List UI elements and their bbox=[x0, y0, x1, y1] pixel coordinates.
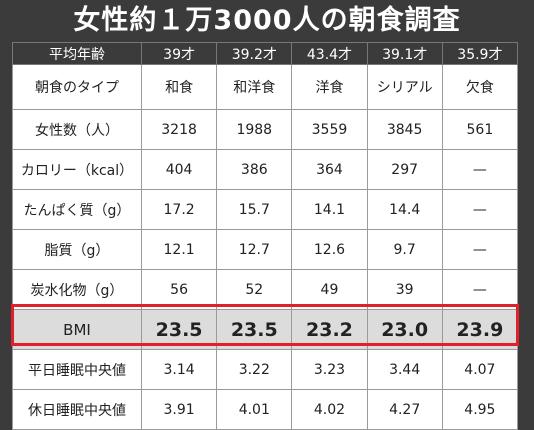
cell: 3845 bbox=[366, 109, 443, 150]
cell: 4.07 bbox=[441, 349, 519, 390]
cell: シリアル bbox=[366, 64, 443, 110]
cell: 39.1才 bbox=[366, 42, 443, 65]
cell: 4.95 bbox=[441, 389, 519, 430]
cell: — bbox=[441, 229, 519, 270]
cell: — bbox=[441, 269, 519, 310]
table-row: BMI 23.5 23.5 23.2 23.0 23.9 bbox=[12, 309, 519, 350]
cell: 404 bbox=[140, 149, 218, 190]
table-row: 平均年齢 39才 39.2才 43.4才 39.1才 35.9才 bbox=[12, 42, 519, 65]
cell: 4.02 bbox=[291, 389, 368, 430]
title: 女性約１万3000人の朝食調査 bbox=[73, 5, 461, 36]
cell: 386 bbox=[216, 149, 293, 190]
cell: 39.2才 bbox=[216, 42, 293, 65]
table: 平均年齢 39才 39.2才 43.4才 39.1才 35.9才 朝食のタイプ 和食 和洋食 洋食… bbox=[12, 42, 519, 430]
cell: 欠食 bbox=[441, 64, 519, 110]
table-row: 休日睡眠中央値 3.91 4.01 4.02 4.27 4.95 bbox=[12, 389, 519, 430]
cell: 4.01 bbox=[216, 389, 293, 430]
row-label: 脂質（g） bbox=[12, 229, 142, 270]
table-row: たんぱく質（g） 17.2 15.7 14.1 14.4— bbox=[12, 189, 519, 230]
row-label: 女性数（人） bbox=[12, 109, 142, 150]
cell: 14.4 bbox=[366, 189, 443, 230]
table-row: 炭水化物（g） 56 52 49 39— bbox=[12, 269, 519, 310]
row-label: 平均年齢 bbox=[12, 42, 142, 65]
cell: 3.14 bbox=[140, 349, 218, 390]
cell: 3.44 bbox=[366, 349, 443, 390]
cell: — bbox=[441, 189, 519, 230]
table-row: 朝食のタイプ 和食 和洋食 洋食 シリアル 欠食 bbox=[12, 64, 519, 110]
cell: 和洋食 bbox=[216, 64, 293, 110]
cell: 561 bbox=[441, 109, 519, 150]
cell: 15.7 bbox=[216, 189, 293, 230]
cell: 洋食 bbox=[291, 64, 368, 110]
cell: 23.5 bbox=[140, 309, 218, 350]
cell: 12.1 bbox=[140, 229, 218, 270]
cell: 297 bbox=[366, 149, 443, 190]
cell: 56 bbox=[140, 269, 218, 310]
row-label: BMI bbox=[12, 309, 142, 350]
row-label: 炭水化物（g） bbox=[12, 269, 142, 310]
cell: 364 bbox=[291, 149, 368, 190]
cell: 12.6 bbox=[291, 229, 368, 270]
table-row: 女性数（人） 3218 1988 3559 3845 561 bbox=[12, 109, 519, 150]
cell: 9.7 bbox=[366, 229, 443, 270]
cell: 35.9才 bbox=[441, 42, 519, 65]
cell: 23.9 bbox=[441, 309, 519, 350]
cell: 3.22 bbox=[216, 349, 293, 390]
cell: 23.5 bbox=[216, 309, 293, 350]
cell: 3559 bbox=[291, 109, 368, 150]
cell: 和食 bbox=[140, 64, 218, 110]
cell: 39才 bbox=[140, 42, 218, 65]
cell: 4.27 bbox=[366, 389, 443, 430]
cell: — bbox=[441, 149, 519, 190]
row-label: 休日睡眠中央値 bbox=[12, 389, 142, 430]
row-label: 朝食のタイプ bbox=[12, 64, 142, 110]
cell: 3.23 bbox=[291, 349, 368, 390]
row-label: 平日睡眠中央値 bbox=[12, 349, 142, 390]
cell: 12.7 bbox=[216, 229, 293, 270]
cell: 3.91 bbox=[140, 389, 218, 430]
cell: 49 bbox=[291, 269, 368, 310]
table-row: 脂質（g） 12.1 12.7 12.6 9.7— bbox=[12, 229, 519, 270]
cell: 1988 bbox=[216, 109, 293, 150]
cell: 17.2 bbox=[140, 189, 218, 230]
cell: 3218 bbox=[140, 109, 218, 150]
row-label: たんぱく質（g） bbox=[12, 189, 142, 230]
cell: 52 bbox=[216, 269, 293, 310]
cell: 23.0 bbox=[366, 309, 443, 350]
row-label: カロリー（kcal） bbox=[12, 149, 142, 190]
table-row: カロリー（kcal） 404 386 364 297— bbox=[12, 149, 519, 190]
table-row: 平日睡眠中央値 3.14 3.22 3.23 3.44 4.07 bbox=[12, 349, 519, 390]
cell: 43.4才 bbox=[291, 42, 368, 65]
cell: 39 bbox=[366, 269, 443, 310]
cell: 14.1 bbox=[291, 189, 368, 230]
cell: 23.2 bbox=[291, 309, 368, 350]
